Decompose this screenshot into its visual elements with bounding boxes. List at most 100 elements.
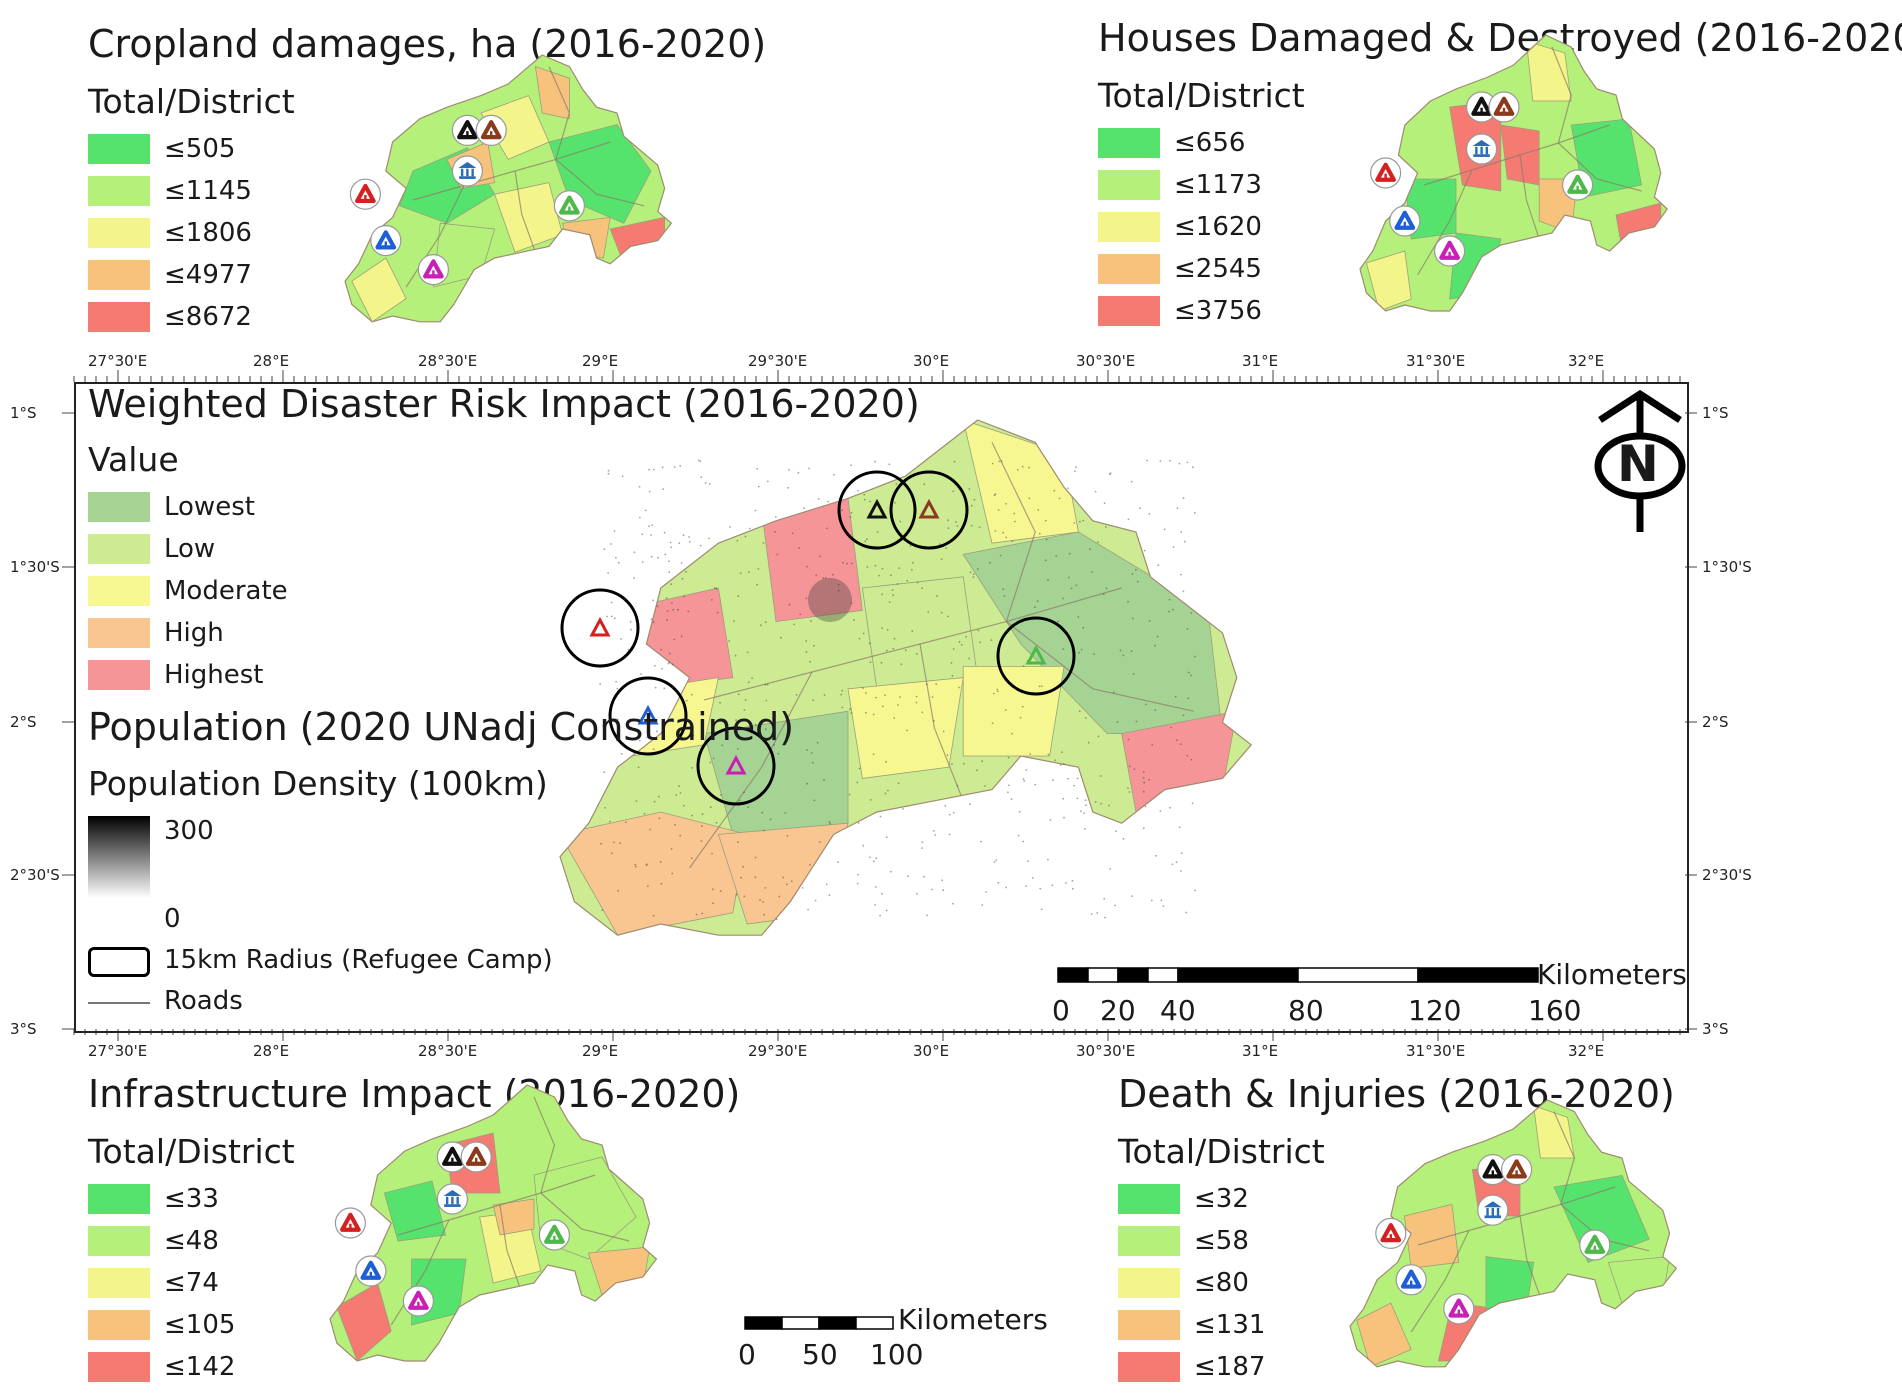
cropland-legend-swatch <box>88 260 150 290</box>
value-legend-label: Moderate <box>164 576 288 606</box>
infrastructure-districts <box>330 1085 657 1361</box>
value-legend-item: Highest <box>88 660 264 690</box>
infrastructure-district <box>492 1198 535 1236</box>
small-scale-bar <box>744 1316 894 1330</box>
value-legend-label: High <box>164 618 224 648</box>
death-district <box>1403 1203 1460 1269</box>
scale-bar-segment <box>1117 967 1149 983</box>
longitude-label: 30°30'E <box>1076 352 1136 370</box>
longitude-label: 28°30'E <box>418 352 478 370</box>
death-legend-item: ≤131 <box>1118 1310 1265 1340</box>
weighted-risk-map <box>559 419 1253 936</box>
houses-legend-label: ≤656 <box>1174 128 1246 158</box>
death-legend-label: ≤187 <box>1194 1352 1266 1382</box>
longitude-label: 31°30'E <box>1406 352 1466 370</box>
infrastructure-legend-item: ≤33 <box>88 1184 219 1214</box>
refugee-camp-icon <box>475 114 507 147</box>
refugee-camp-radius <box>560 588 640 668</box>
main-road <box>1006 621 1194 712</box>
main-scale-bar <box>1057 967 1539 983</box>
infrastructure-road <box>390 1219 450 1326</box>
cropland-legend-item: ≤1145 <box>88 176 252 206</box>
main-road <box>689 671 813 869</box>
infrastructure-legend-item: ≤105 <box>88 1310 235 1340</box>
cropland-legend-label: ≤1145 <box>164 176 252 206</box>
cropland-subtitle: Total/District <box>88 82 295 121</box>
value-legend-swatch <box>88 660 150 690</box>
value-legend-swatch <box>88 576 150 606</box>
infrastructure-legend-swatch <box>88 1226 150 1256</box>
museum-icon <box>1465 133 1498 165</box>
value-legend-label: Low <box>164 534 216 564</box>
cropland-road <box>555 158 645 207</box>
infrastructure-district <box>336 1282 392 1361</box>
houses-legend-label: ≤1620 <box>1174 212 1262 242</box>
cropland-legend-swatch <box>88 218 150 248</box>
refugee-camp-icon <box>460 1141 492 1173</box>
refugee-camp-icon <box>1477 1153 1509 1186</box>
longitude-label: 29°E <box>582 352 619 370</box>
houses-legend-swatch <box>1098 296 1160 326</box>
main-map-frame <box>74 382 1689 1033</box>
infrastructure-road <box>540 1192 630 1242</box>
houses-subtitle: Total/District <box>1098 76 1305 115</box>
houses-legend-item: ≤656 <box>1098 128 1245 158</box>
main-outline <box>559 419 1253 936</box>
cropland-legend-item: ≤1806 <box>88 218 252 248</box>
value-legend-swatch <box>88 618 150 648</box>
latitude-label: 1°S <box>1702 404 1729 422</box>
small-scale-tick-label: 0 <box>738 1338 756 1371</box>
refugee-camp-icon <box>866 498 888 519</box>
death-legend-swatch <box>1118 1310 1180 1340</box>
value-legend-item: High <box>88 618 224 648</box>
refugee-camp-icon <box>1443 1293 1475 1325</box>
longitude-label: 30°30'E <box>1076 1042 1136 1060</box>
death-road <box>1553 1111 1576 1205</box>
cropland-legend-label: ≤8672 <box>164 302 252 332</box>
infrastructure-road <box>499 1204 521 1290</box>
main-district <box>689 441 763 544</box>
houses-district <box>1365 250 1412 311</box>
cropland-district <box>534 66 570 120</box>
main-district <box>861 576 979 690</box>
houses-map <box>1359 34 1668 312</box>
houses-road <box>1551 46 1572 144</box>
infrastructure-legend-item: ≤48 <box>88 1226 219 1256</box>
infrastructure-legend-label: ≤33 <box>164 1184 219 1214</box>
latitude-label: 2°S <box>1702 713 1729 731</box>
death-road <box>1410 1230 1470 1333</box>
cropland-legend-item: ≤505 <box>88 134 235 164</box>
longitude-label: 28°E <box>253 1042 290 1060</box>
scale-bar-segment <box>1177 967 1299 983</box>
death-district <box>1356 1302 1412 1367</box>
scale-bar-segment <box>1087 967 1119 983</box>
cropland-legend-label: ≤505 <box>164 134 236 164</box>
scale-bar-segment <box>1147 967 1179 983</box>
main-road <box>919 643 964 802</box>
refugee-camp-icon <box>355 1255 387 1287</box>
houses-legend-item: ≤2545 <box>1098 254 1262 284</box>
longitude-label: 27°30'E <box>88 1042 148 1060</box>
longitude-label: 27°30'E <box>88 352 148 370</box>
cropland-legend-item: ≤8672 <box>88 302 252 332</box>
death-legend-item: ≤32 <box>1118 1184 1249 1214</box>
longitude-label: 29°30'E <box>748 1042 808 1060</box>
infrastructure-legend-swatch <box>88 1268 150 1298</box>
longitude-label: 32°E <box>1568 1042 1605 1060</box>
death-legend-label: ≤32 <box>1194 1184 1249 1214</box>
latitude-label: 2°30'S <box>10 866 60 884</box>
houses-district <box>1525 40 1572 102</box>
small-scale-unit: Kilometers <box>898 1303 1048 1336</box>
latitude-label: 2°S <box>10 713 37 731</box>
infrastructure-legend-label: ≤48 <box>164 1226 219 1256</box>
death-legend-item: ≤187 <box>1118 1352 1265 1382</box>
infrastructure-outline <box>329 1084 658 1362</box>
main-district <box>617 587 734 690</box>
houses-legend-label: ≤1173 <box>1174 170 1262 200</box>
radius-swatch <box>88 947 150 977</box>
museum-icon <box>451 155 484 187</box>
density-heading: Population Density (100km) <box>88 764 548 803</box>
infrastructure-road <box>533 1096 556 1194</box>
latitude-label: 3°S <box>1702 1020 1729 1038</box>
refugee-camp-icon <box>1562 169 1594 201</box>
